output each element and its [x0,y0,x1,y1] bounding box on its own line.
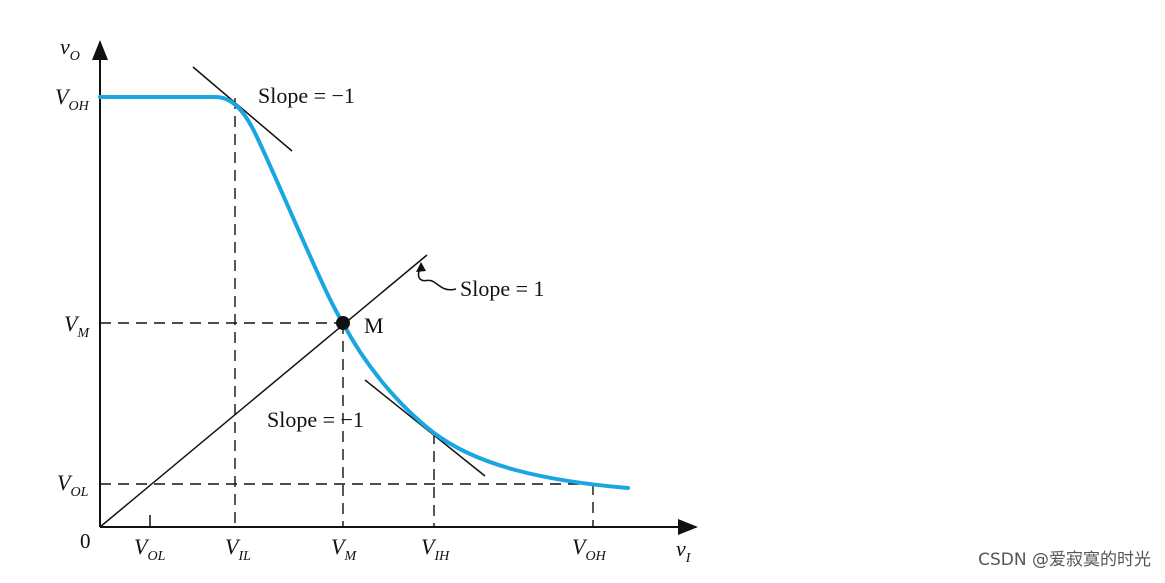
x-axis-label: vI [676,536,692,566]
x-tick-vol: VOL [134,534,166,564]
x-tick-vih: VIH [421,534,450,564]
midpoint-marker [336,316,350,330]
slope-top-label: Slope = −1 [258,83,355,108]
y-tick-voh: VOH [55,84,90,114]
y-tick-vm: VM [64,311,90,341]
midpoint-label: M [364,313,384,338]
slope-unity-label: Slope = 1 [460,276,545,301]
origin-label: 0 [80,529,91,553]
x-tick-vil: VIL [225,534,251,564]
y-tick-vol: VOL [57,470,89,500]
slope-unity-pointer [417,264,457,291]
x-tick-vm: VM [331,534,357,564]
y-axis-label: vO [60,34,80,64]
unity-slope-line [99,254,428,528]
x-tick-voh: VOH [572,534,607,564]
slope-bottom-label: Slope = −1 [267,407,364,432]
watermark: CSDN @爱寂寞的时光 [978,550,1151,570]
tangent-top [192,66,293,152]
transfer-curve [98,95,630,490]
slope-unity-pointer-head [416,262,426,272]
